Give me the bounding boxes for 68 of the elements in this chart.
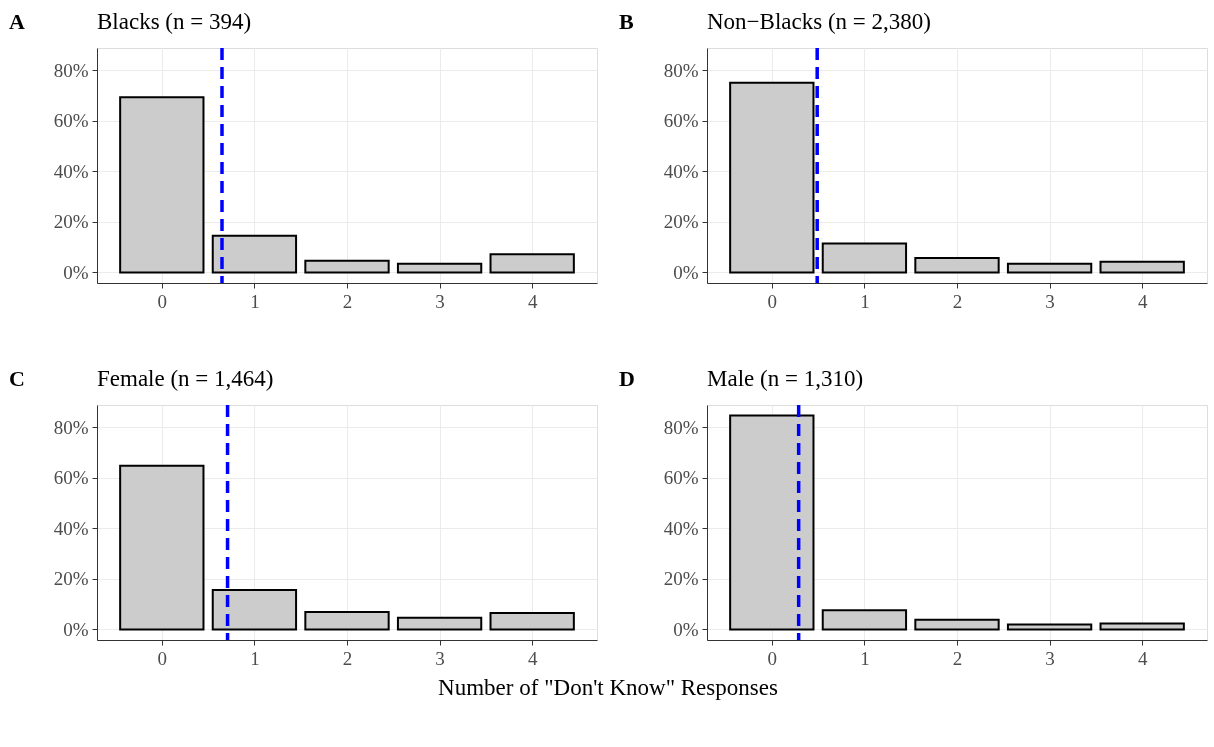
x-tick-label: 4 <box>527 647 538 669</box>
x-tick-label: 1 <box>250 647 260 669</box>
y-tick-label: 20% <box>53 568 89 590</box>
bar <box>1099 622 1185 631</box>
x-axis-title: Number of "Don't Know" Responses <box>438 674 778 700</box>
x-tick-label: 3 <box>1045 290 1055 312</box>
bar <box>821 609 908 631</box>
y-tick-label: 20% <box>663 211 699 233</box>
y-tick-label: 40% <box>53 517 89 539</box>
chart-title: Male (n = 1,310) <box>707 366 864 391</box>
text: A <box>9 9 25 34</box>
bar <box>304 610 390 631</box>
bar <box>119 464 205 631</box>
bar <box>489 253 575 274</box>
y-tick-label: 0% <box>673 261 699 283</box>
y-tick-label: 0% <box>63 261 89 283</box>
y-tick-label: 60% <box>663 110 699 132</box>
chart-title: Female (n = 1,464) <box>97 366 274 391</box>
bar <box>119 96 205 274</box>
bar <box>1099 260 1185 274</box>
chart-title: Blacks (n = 394) <box>97 9 252 34</box>
x-tick-label: 4 <box>1137 647 1148 669</box>
y-tick-label: 20% <box>663 568 699 590</box>
bar <box>489 611 575 631</box>
x-tick-label: 1 <box>250 290 260 312</box>
y-tick-label: 60% <box>53 110 89 132</box>
y-tick-label: 40% <box>53 160 89 182</box>
bar <box>821 242 908 274</box>
y-tick-label: 80% <box>53 59 89 81</box>
x-tick-label: 0 <box>157 647 168 669</box>
text: B <box>619 9 634 34</box>
x-tick-label: 3 <box>435 647 445 669</box>
y-tick-label: 80% <box>663 59 699 81</box>
x-tick-label: 1 <box>860 290 870 312</box>
bar <box>396 616 483 631</box>
y-tick-label: 80% <box>663 416 699 438</box>
text: C <box>9 366 25 391</box>
x-tick-label: 2 <box>952 290 963 312</box>
y-tick-label: 80% <box>53 416 89 438</box>
x-tick-label: 1 <box>860 647 870 669</box>
bar <box>914 256 1000 274</box>
x-tick-label: 3 <box>1045 647 1055 669</box>
y-tick-label: 20% <box>53 211 89 233</box>
x-tick-label: 0 <box>157 290 168 312</box>
x-tick-label: 0 <box>767 290 778 312</box>
x-tick-label: 4 <box>1137 290 1148 312</box>
x-tick-label: 3 <box>435 290 445 312</box>
bar <box>396 262 483 274</box>
x-tick-label: 2 <box>342 290 353 312</box>
y-tick-label: 60% <box>53 467 89 489</box>
x-tick-label: 2 <box>342 647 353 669</box>
bar <box>729 414 815 631</box>
bar <box>211 588 298 631</box>
bar <box>1006 262 1093 274</box>
bar <box>729 81 815 274</box>
y-tick-label: 0% <box>63 618 89 640</box>
x-tick-label: 0 <box>767 647 778 669</box>
chart-title: Non−Blacks (n = 2,380) <box>707 9 931 34</box>
x-tick-label: 4 <box>527 290 538 312</box>
y-tick-label: 0% <box>673 618 699 640</box>
bar <box>211 234 298 274</box>
text: D <box>619 366 635 391</box>
x-tick-label: 2 <box>952 647 963 669</box>
bar <box>914 618 1000 631</box>
y-tick-label: 60% <box>663 467 699 489</box>
y-tick-label: 40% <box>663 517 699 539</box>
bar <box>304 259 390 274</box>
y-tick-label: 40% <box>663 160 699 182</box>
